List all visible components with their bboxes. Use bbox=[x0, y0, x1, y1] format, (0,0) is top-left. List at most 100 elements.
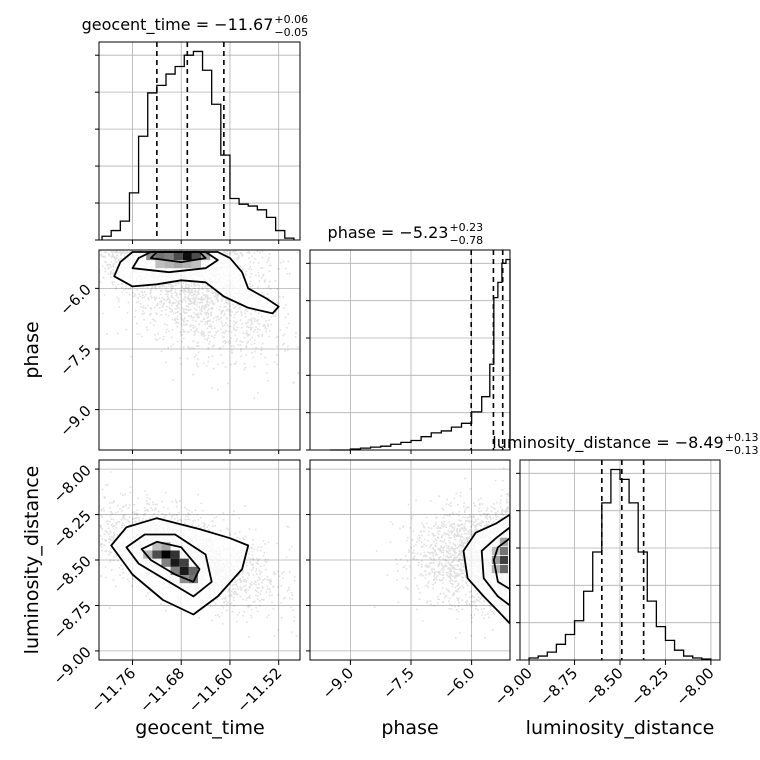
panel-luminosity-distance-vs-phase bbox=[309, 459, 511, 661]
ytick-label-row2-1: −8.25 bbox=[50, 507, 95, 552]
ytick-label-row2-4: −9.00 bbox=[50, 643, 95, 688]
xtick-label-geocent-time-3: −11.52 bbox=[234, 664, 286, 716]
density-cell-panel-luminosity-distance-vs-geocent-time-6 bbox=[179, 558, 189, 567]
marks-luminosity-distance-hist bbox=[528, 460, 712, 660]
frame-phase-hist bbox=[309, 249, 511, 451]
contour-panel-phase-vs-geocent-time-2 bbox=[149, 251, 207, 264]
density-cell-panel-luminosity-distance-vs-geocent-time-9 bbox=[188, 566, 198, 575]
xtick-label-luminosity-distance-1: −8.75 bbox=[536, 664, 581, 709]
scatter-points-panel-phase-vs-geocent-time bbox=[99, 250, 299, 399]
density-cell-panel-luminosity-distance-vs-phase-2 bbox=[499, 555, 508, 565]
density-cell-panel-luminosity-distance-vs-geocent-time-12 bbox=[152, 542, 162, 551]
marks-geocent-time-hist bbox=[101, 42, 295, 240]
xtick-label-phase-2: −6.0 bbox=[440, 664, 478, 702]
xtick-label-geocent-time-1: −11.68 bbox=[136, 664, 188, 716]
density-cell-panel-phase-vs-geocent-time-11 bbox=[191, 260, 202, 269]
panel-phase-vs-geocent-time bbox=[98, 249, 301, 451]
density-cell-panel-phase-vs-geocent-time-2 bbox=[164, 252, 174, 261]
density-cell-panel-luminosity-distance-vs-geocent-time-8 bbox=[179, 566, 189, 575]
marks-phase-hist bbox=[330, 250, 511, 451]
xtick-label-phase-1: −7.5 bbox=[379, 664, 417, 702]
density-cell-panel-phase-vs-geocent-time-3 bbox=[173, 252, 183, 261]
title-geocent-time-sub: −0.05 bbox=[274, 26, 308, 39]
grid-luminosity-distance-vs-phase bbox=[310, 460, 510, 660]
contour-panel-luminosity-distance-vs-geocent-time-1 bbox=[125, 533, 213, 598]
density-cell-panel-luminosity-distance-vs-geocent-time-0 bbox=[143, 550, 153, 559]
density-cell-panel-phase-vs-geocent-time-6 bbox=[201, 252, 211, 261]
grid-luminosity-distance-hist bbox=[520, 460, 720, 660]
tick-layer: −11.76−11.68−11.60−11.52 −9.0 −7.5 −6.0 −9.0… bbox=[50, 54, 718, 716]
xtick-label-luminosity-distance-2: −8.50 bbox=[582, 664, 627, 709]
ytick-label-row1-2: −9.0 bbox=[56, 402, 94, 440]
density-cell-panel-phase-vs-geocent-time-1 bbox=[155, 252, 165, 261]
title-phase-sup: +0.23 bbox=[449, 221, 483, 234]
density-cell-panel-luminosity-distance-vs-geocent-time-11 bbox=[188, 575, 198, 584]
hist-step-phase bbox=[330, 258, 511, 451]
density-cell-panel-phase-vs-geocent-time-7 bbox=[155, 260, 165, 269]
xlabel-luminosity-distance: luminosity_distance bbox=[526, 717, 715, 739]
density-cell-panel-phase-vs-geocent-time-0 bbox=[146, 252, 156, 261]
xtick-label-luminosity-distance-4: −8.00 bbox=[673, 664, 718, 709]
ytick-label-row2-0: −8.00 bbox=[50, 461, 95, 506]
hist-step-geocent-time bbox=[101, 50, 295, 240]
density-cell-panel-phase-vs-geocent-time-5 bbox=[191, 252, 202, 261]
ytick-label-row1-0: −6.0 bbox=[56, 280, 94, 318]
density-cell-panel-phase-vs-geocent-time-10 bbox=[182, 260, 192, 269]
panel-geocent-time-hist: geocent_time = −11.67 +0.06 −0.05 bbox=[82, 13, 308, 241]
panel-luminosity-distance-hist: luminosity_distance = −8.49 +0.13 −0.13 bbox=[492, 431, 759, 661]
density-cell-panel-phase-vs-geocent-time-9 bbox=[173, 260, 183, 269]
density-cell-panel-luminosity-distance-vs-geocent-time-2 bbox=[161, 550, 171, 559]
title-luminosity-distance-sub: −0.13 bbox=[725, 444, 759, 457]
panel-luminosity-distance-vs-geocent-time bbox=[98, 459, 301, 661]
xlabel-phase: phase bbox=[381, 717, 438, 739]
grid-phase-hist bbox=[310, 250, 510, 450]
xtick-label-phase-0: −9.0 bbox=[319, 664, 357, 702]
title-geocent-time-sup: +0.06 bbox=[274, 13, 308, 26]
xtick-label-luminosity-distance-0: −9.00 bbox=[491, 664, 536, 709]
clipped-panel-luminosity-distance-vs-geocent-time bbox=[99, 471, 300, 638]
contour-panel-luminosity-distance-vs-phase-2 bbox=[492, 537, 510, 590]
frame-phase-vs-geocent-time bbox=[98, 249, 301, 451]
title-phase: phase = −5.23 bbox=[328, 223, 449, 242]
density-cell-panel-luminosity-distance-vs-geocent-time-3 bbox=[170, 550, 180, 559]
clipped-panel-luminosity-distance-vs-phase bbox=[373, 467, 510, 639]
scatter-points-panel-luminosity-distance-vs-geocent-time bbox=[99, 471, 300, 638]
scatter-points-panel-luminosity-distance-vs-phase bbox=[373, 467, 510, 639]
xtick-label-geocent-time-0: −11.76 bbox=[87, 664, 139, 716]
grid-geocent-time-hist bbox=[99, 42, 300, 240]
density-cell-panel-luminosity-distance-vs-geocent-time-7 bbox=[170, 566, 180, 575]
hist-step-luminosity-distance bbox=[528, 468, 712, 660]
density-cell-panel-luminosity-distance-vs-phase-3 bbox=[499, 565, 508, 574]
frame-geocent-time-hist bbox=[98, 41, 301, 241]
ytick-label-row2-2: −8.50 bbox=[50, 552, 95, 597]
contour-panel-luminosity-distance-vs-geocent-time-0 bbox=[110, 517, 250, 616]
ylabel-luminosity-distance: luminosity_distance bbox=[21, 466, 43, 655]
density-cell-panel-phase-vs-geocent-time-8 bbox=[164, 260, 174, 269]
title-geocent-time: geocent_time = −11.67 bbox=[82, 15, 274, 35]
contour-panel-phase-vs-geocent-time-1 bbox=[131, 251, 219, 274]
title-luminosity-distance: luminosity_distance = −8.49 bbox=[492, 433, 723, 453]
title-luminosity-distance-sup: +0.13 bbox=[725, 431, 759, 444]
density-cell-panel-luminosity-distance-vs-phase-5 bbox=[491, 555, 500, 565]
title-phase-sub: −0.78 bbox=[449, 234, 483, 247]
ylabel-phase: phase bbox=[21, 321, 43, 378]
contour-panel-luminosity-distance-vs-phase-0 bbox=[462, 513, 510, 625]
marks-luminosity-distance-vs-phase bbox=[373, 467, 510, 639]
density-cell-panel-luminosity-distance-vs-geocent-time-1 bbox=[152, 550, 162, 559]
xtick-label-luminosity-distance-3: −8.25 bbox=[627, 664, 672, 709]
density-cell-panel-luminosity-distance-vs-phase-1 bbox=[499, 546, 508, 555]
density-cell-panel-luminosity-distance-vs-geocent-time-5 bbox=[170, 558, 180, 567]
ytick-label-row1-1: −7.5 bbox=[56, 341, 94, 379]
panel-phase-hist: phase = −5.23 +0.23 −0.78 bbox=[309, 221, 511, 451]
xtick-label-geocent-time-2: −11.60 bbox=[185, 664, 237, 716]
density-cell-panel-luminosity-distance-vs-geocent-time-13 bbox=[161, 542, 171, 551]
marks-luminosity-distance-vs-geocent-time bbox=[99, 471, 300, 638]
clipped-panel-phase-vs-geocent-time bbox=[99, 250, 299, 399]
density-cell-panel-phase-vs-geocent-time-4 bbox=[182, 252, 192, 261]
marks-phase-vs-geocent-time bbox=[99, 250, 299, 399]
contour-panel-luminosity-distance-vs-geocent-time-2 bbox=[140, 540, 201, 583]
xlabel-geocent-time: geocent_time bbox=[135, 717, 264, 739]
density-cell-panel-luminosity-distance-vs-geocent-time-4 bbox=[161, 558, 171, 567]
contour-panel-luminosity-distance-vs-phase-1 bbox=[480, 526, 510, 607]
